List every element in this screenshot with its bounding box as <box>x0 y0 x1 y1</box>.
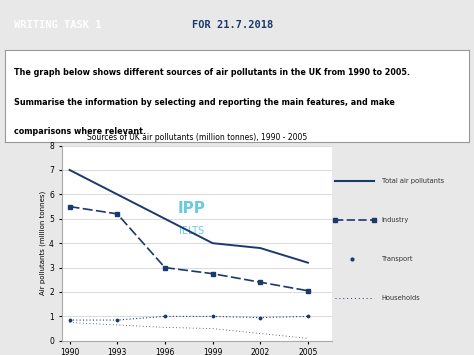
Text: Total air pollutants: Total air pollutants <box>382 178 444 184</box>
Text: Industry: Industry <box>382 217 409 223</box>
Text: Transport: Transport <box>382 256 413 262</box>
Text: Summarise the information by selecting and reporting the main features, and make: Summarise the information by selecting a… <box>14 98 395 107</box>
Text: IELTS: IELTS <box>179 226 204 236</box>
Text: comparisons where relevant.: comparisons where relevant. <box>14 127 146 136</box>
Text: IPP: IPP <box>177 201 205 215</box>
Title: Sources of UK air pollutants (million tonnes), 1990 - 2005: Sources of UK air pollutants (million to… <box>87 133 307 142</box>
Text: FOR 21.7.2018: FOR 21.7.2018 <box>192 20 273 30</box>
Text: Households: Households <box>382 295 420 301</box>
Text: The graph below shows different sources of air pollutants in the UK from 1990 to: The graph below shows different sources … <box>14 68 410 77</box>
Y-axis label: Air pollutants (million tonnes): Air pollutants (million tonnes) <box>40 191 46 295</box>
Text: WRITING TASK 1: WRITING TASK 1 <box>14 20 102 30</box>
